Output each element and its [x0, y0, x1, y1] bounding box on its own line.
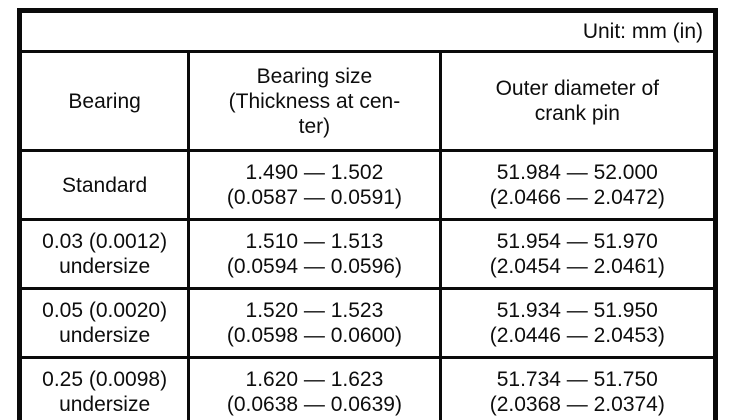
- header-row: Bearing Bearing size (Thickness at cen- …: [17, 50, 718, 152]
- bearing-spec-table: Unit: mm (in) Bearing Bearing size (Thic…: [17, 8, 718, 420]
- bearing-cell: 0.05 (0.0020) undersize: [17, 287, 191, 359]
- table-row-undersize-005: 0.05 (0.0020) undersize 1.520 — 1.523 (0…: [17, 287, 718, 359]
- crank-pin-od-cell: 51.984 — 52.000 (2.0466 — 2.0472): [438, 149, 718, 221]
- bearing-cell: Standard: [17, 149, 191, 221]
- bearing-size-cell: 1.510 — 1.513 (0.0594 — 0.0596): [187, 218, 442, 290]
- crank-pin-od-cell: 51.954 — 51.970 (2.0454 — 2.0461): [438, 218, 718, 290]
- unit-label: Unit: mm (in): [18, 9, 717, 53]
- bearing-size-cell: 1.620 — 1.623 (0.0638 — 0.0639): [187, 356, 442, 420]
- column-header-bearing-size: Bearing size (Thickness at cen- ter): [187, 50, 442, 152]
- crank-pin-od-cell: 51.934 — 51.950 (2.0446 — 2.0453): [438, 287, 718, 359]
- table-row-standard: Standard 1.490 — 1.502 (0.0587 — 0.0591)…: [17, 149, 718, 221]
- bearing-cell: 0.03 (0.0012) undersize: [17, 218, 191, 290]
- bearing-size-cell: 1.490 — 1.502 (0.0587 — 0.0591): [187, 149, 442, 221]
- bearing-cell: 0.25 (0.0098) undersize: [17, 356, 191, 420]
- column-header-bearing: Bearing: [17, 50, 191, 152]
- unit-row: Unit: mm (in): [18, 9, 717, 53]
- bearing-size-cell: 1.520 — 1.523 (0.0598 — 0.0600): [187, 287, 442, 359]
- crank-pin-od-cell: 51.734 — 51.750 (2.0368 — 2.0374): [438, 356, 718, 420]
- column-header-crank-pin-od: Outer diameter of crank pin: [438, 50, 718, 152]
- table-row-undersize-025: 0.25 (0.0098) undersize 1.620 — 1.623 (0…: [17, 356, 718, 420]
- table-row-undersize-003: 0.03 (0.0012) undersize 1.510 — 1.513 (0…: [17, 218, 718, 290]
